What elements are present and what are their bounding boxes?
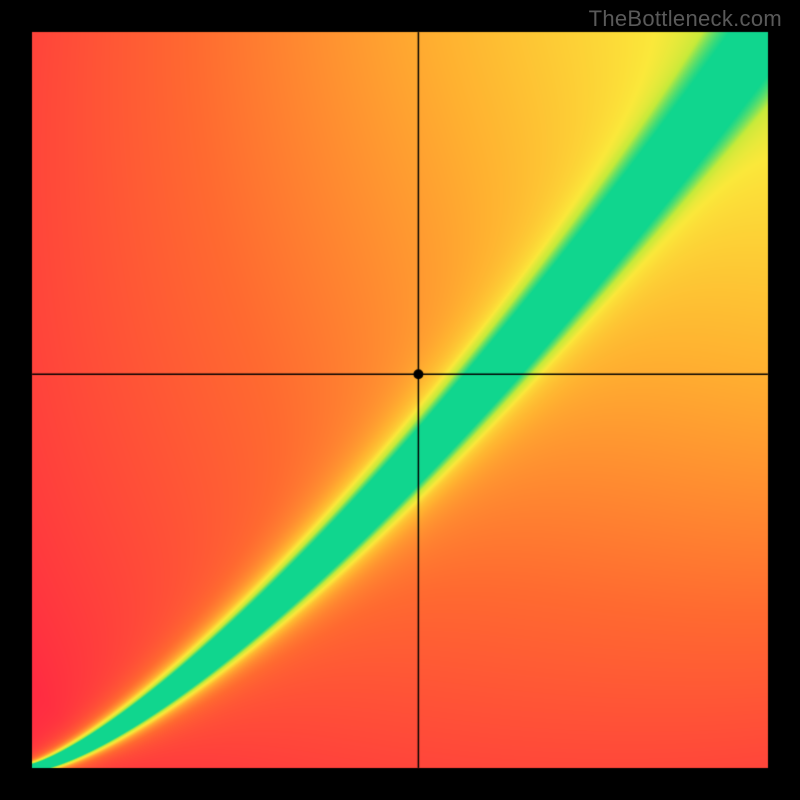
overlay-canvas (0, 0, 800, 800)
chart-container: TheBottleneck.com (0, 0, 800, 800)
watermark-text: TheBottleneck.com (589, 6, 782, 32)
